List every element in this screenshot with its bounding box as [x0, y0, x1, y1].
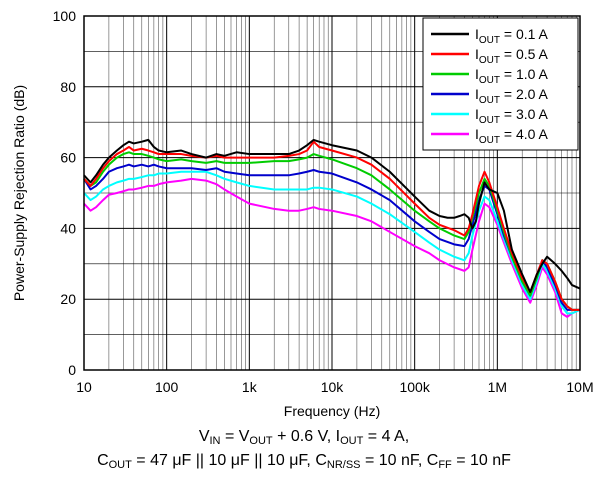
legend-label: IOUT = 4.0 A	[475, 126, 549, 146]
caption-subscript: OUT	[249, 435, 273, 447]
caption-text: = 4 A,	[363, 428, 410, 445]
caption-text: = 47 μF || 10 μF || 10 μF, C	[131, 452, 327, 469]
test-conditions-line-1: VIN = VOUT + 0.6 V, IOUT = 4 A,	[0, 427, 608, 447]
series-line-6	[83, 177, 581, 318]
series-line-2	[83, 140, 580, 311]
x-tick-label: 100	[155, 379, 179, 395]
caption-text: + 0.6 V, I	[272, 428, 341, 445]
caption-text: = 10 nF	[451, 452, 511, 469]
legend-label: IOUT = 1.0 A	[475, 66, 549, 86]
y-tick-label: 100	[53, 8, 77, 24]
series-line-5	[83, 170, 581, 315]
x-axis-title: Frequency (Hz)	[284, 403, 380, 419]
caption-subscript: OUT	[340, 435, 364, 447]
x-tick-label: 1k	[242, 379, 258, 395]
series-line-1	[83, 138, 581, 294]
legend-label: IOUT = 2.0 A	[475, 86, 549, 106]
caption-text: = 10 nF, C	[360, 452, 439, 469]
plot-frame	[83, 15, 581, 371]
grid	[83, 15, 580, 371]
x-tick-label: 10	[76, 379, 92, 395]
caption-subscript: OUT	[108, 459, 132, 471]
tick-labels: 10 100 1k 10k 100k 1M 10M 0 20 40 60 80 100	[53, 8, 594, 395]
caption-text: = V	[220, 428, 250, 445]
legend-label: IOUT = 3.0 A	[475, 106, 549, 126]
test-conditions-line-2: COUT = 47 μF || 10 μF || 10 μF, CNR/SS =…	[0, 451, 608, 471]
x-tick-label: 10M	[566, 379, 593, 395]
y-tick-label: 0	[68, 362, 76, 378]
x-tick-label: 100k	[399, 379, 430, 395]
series-group	[83, 138, 581, 318]
caption-text: V	[198, 428, 210, 445]
y-tick-label: 60	[60, 150, 76, 166]
caption-subscript: NR/SS	[326, 459, 361, 471]
x-tick-label: 1M	[488, 379, 507, 395]
y-tick-label: 80	[60, 79, 76, 95]
caption-subscript: IN	[209, 435, 221, 447]
y-tick-label: 20	[60, 291, 76, 307]
caption-text: C	[97, 452, 109, 469]
legend-box	[422, 17, 579, 151]
legend-label: IOUT = 0.5 A	[475, 46, 549, 66]
legend-label: IOUT = 0.1 A	[475, 26, 549, 46]
series-line-3	[83, 151, 580, 311]
y-tick-label: 40	[60, 220, 76, 236]
caption-subscript: FF	[438, 459, 452, 471]
x-tick-label: 10k	[321, 379, 345, 395]
y-axis-title: Power-Supply Rejection Ratio (dB)	[11, 85, 27, 301]
